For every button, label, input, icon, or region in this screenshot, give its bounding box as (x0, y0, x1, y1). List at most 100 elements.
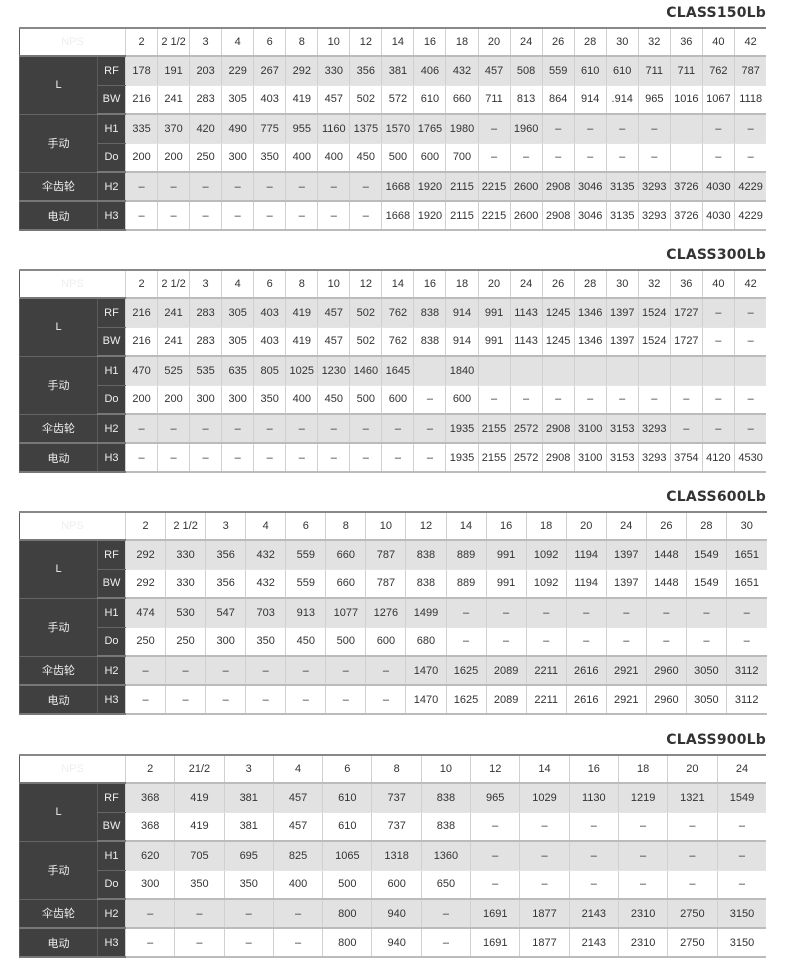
value-cell (541, 356, 575, 386)
value-cell: – (605, 598, 647, 628)
value-cell: 368 (124, 812, 175, 842)
value-cell: 991 (477, 327, 511, 357)
value-cell: 2908 (541, 443, 575, 473)
value-cell: 914 (445, 327, 479, 357)
row-group-manual: 手动 (19, 598, 98, 657)
row-group-nps: NPS (19, 512, 126, 541)
value-cell: 1920 (413, 201, 446, 231)
value-cell: 1230 (317, 356, 350, 386)
nps-header-cell: 2 (124, 270, 158, 299)
value-cell: 838 (420, 812, 471, 842)
value-cell: 3153 (605, 443, 639, 473)
value-cell: 1130 (568, 783, 619, 813)
nps-header-cell: 10 (420, 755, 471, 784)
value-cell: 330 (317, 56, 350, 86)
value-cell: 1651 (725, 540, 767, 570)
value-cell: – (725, 627, 767, 657)
row-group-l: L (19, 540, 98, 599)
value-cell: 4030 (701, 201, 735, 231)
value-cell: 457 (477, 56, 511, 86)
value-cell: 450 (317, 385, 350, 415)
value-cell: – (365, 656, 406, 686)
value-cell: 216 (124, 298, 158, 328)
value-cell: 1118 (733, 85, 767, 115)
value-cell: 241 (157, 327, 190, 357)
value-cell: – (669, 414, 703, 444)
value-cell: 200 (157, 385, 190, 415)
value-cell: – (189, 414, 222, 444)
value-cell: – (285, 685, 326, 715)
value-cell: 178 (124, 56, 158, 86)
value-cell: 559 (285, 569, 326, 599)
row-group-bevel: 伞齿轮 (19, 656, 98, 686)
row-group-nps: NPS (19, 755, 126, 784)
value-cell: .914 (605, 85, 639, 115)
value-cell: 1549 (685, 540, 727, 570)
value-cell: – (317, 201, 350, 231)
value-cell: 500 (325, 627, 366, 657)
value-cell: – (573, 385, 607, 415)
value-cell: – (445, 627, 487, 657)
row-label-h2: H2 (97, 656, 126, 686)
value-cell: 403 (253, 85, 286, 115)
row-group-electric: 电动 (19, 201, 98, 231)
value-cell: 914 (573, 85, 607, 115)
value-cell: 470 (124, 356, 158, 386)
row-label-h2: H2 (97, 172, 126, 202)
value-cell: 1668 (381, 172, 414, 202)
value-cell: 3100 (573, 443, 607, 473)
nps-header-cell: 14 (381, 28, 414, 57)
nps-header-cell: 3 (189, 270, 222, 299)
nps-header-cell: 2 (124, 755, 175, 784)
value-cell: 2750 (667, 899, 718, 929)
row-group-bevel: 伞齿轮 (19, 899, 98, 929)
value-cell: – (685, 598, 727, 628)
value-cell: – (325, 685, 366, 715)
nps-header-cell: 8 (325, 512, 366, 541)
nps-header-cell: 28 (573, 270, 607, 299)
value-cell (605, 356, 639, 386)
value-cell: – (413, 443, 446, 473)
value-cell: 762 (701, 56, 735, 86)
value-cell: 610 (413, 85, 446, 115)
value-cell: – (420, 928, 471, 958)
value-cell: 3293 (637, 201, 671, 231)
value-cell: – (349, 201, 382, 231)
nps-header-cell: 16 (485, 512, 527, 541)
value-cell: – (541, 385, 575, 415)
nps-header-cell: 36 (669, 270, 703, 299)
value-cell: 200 (124, 385, 158, 415)
nps-header-cell: 24 (509, 270, 543, 299)
value-cell (669, 143, 703, 173)
value-cell: 800 (322, 928, 372, 958)
nps-header-cell: 30 (605, 28, 639, 57)
row-label-bw: BW (97, 812, 126, 842)
table-row-h2: 伞齿轮 H2– – – –800 940–1691 1877 2143 2310 2750 3150 (19, 899, 767, 929)
nps-header-cell: 4 (221, 28, 254, 57)
value-cell: – (645, 627, 687, 657)
value-cell: 705 (174, 841, 225, 871)
value-cell: – (645, 598, 687, 628)
value-cell: 216 (124, 327, 158, 357)
value-cell: 2908 (541, 201, 575, 231)
value-cell: 838 (405, 540, 446, 570)
row-label-rf: RF (97, 56, 126, 86)
value-cell: 356 (205, 569, 246, 599)
value-cell: – (253, 201, 286, 231)
value-cell: 1194 (565, 540, 607, 570)
value-cell: 1397 (605, 298, 639, 328)
row-label-do: Do (97, 870, 126, 900)
value-cell: 457 (272, 812, 323, 842)
value-cell: 3100 (573, 414, 607, 444)
value-cell: 419 (285, 298, 318, 328)
value-cell: 889 (445, 569, 487, 599)
value-cell: 3050 (685, 685, 727, 715)
value-cell: 965 (470, 783, 520, 813)
value-cell: 1625 (445, 656, 487, 686)
value-cell: 800 (322, 899, 372, 929)
value-cell: – (733, 143, 767, 173)
value-cell: 1397 (605, 540, 647, 570)
value-cell: 889 (445, 540, 487, 570)
value-cell: 1143 (509, 298, 543, 328)
row-label-do: Do (97, 143, 126, 173)
